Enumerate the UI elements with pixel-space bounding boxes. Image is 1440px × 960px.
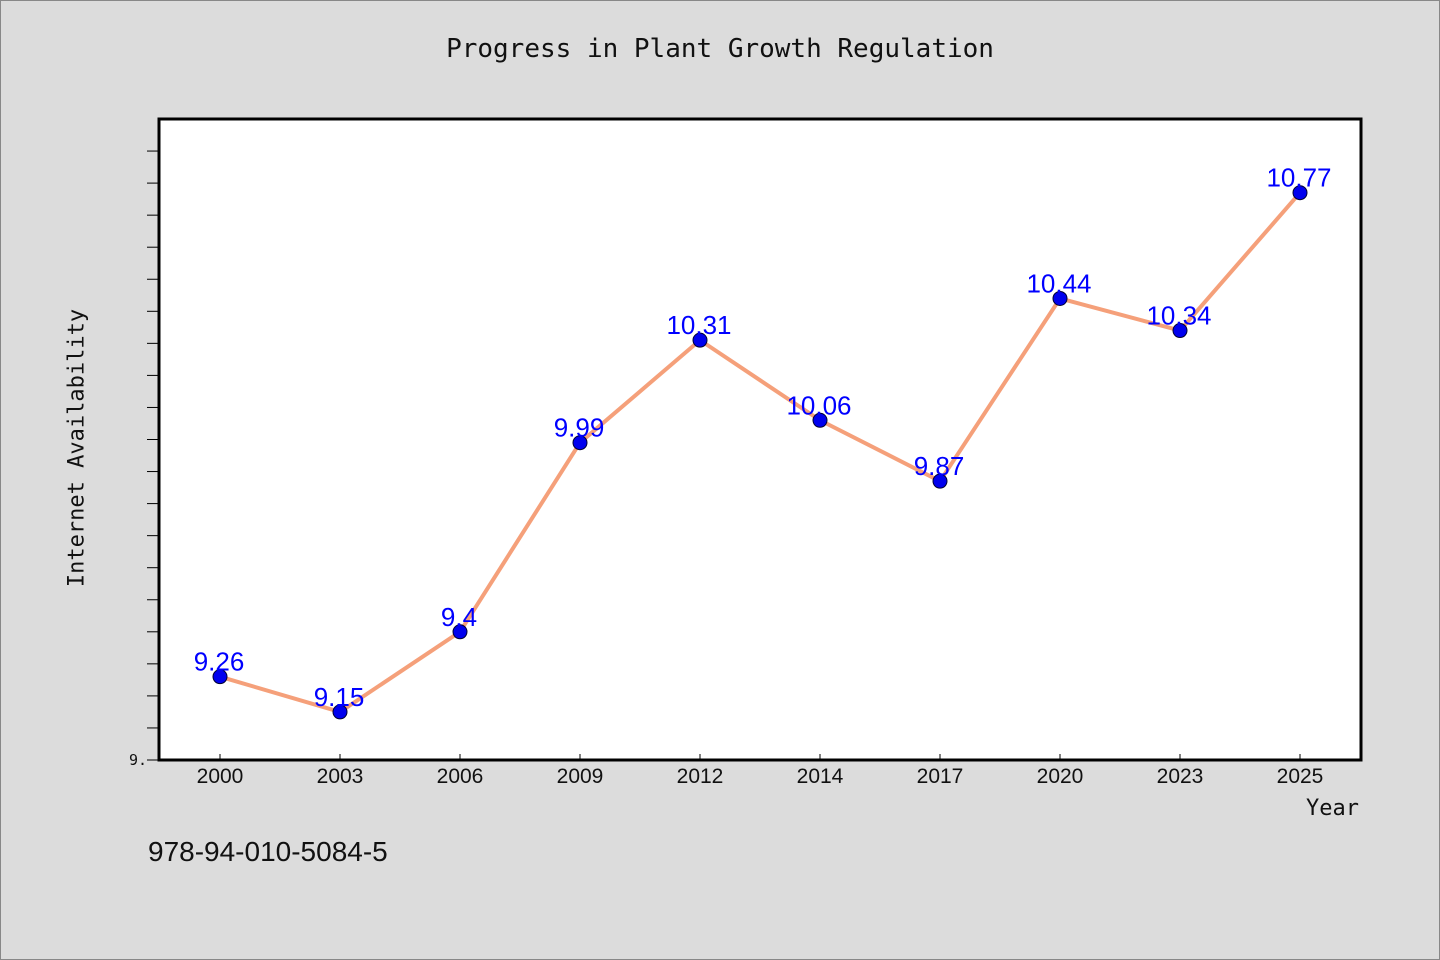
isbn-footnote: 978-94-010-5084-5 bbox=[148, 836, 388, 867]
x-tick-label: 2025 bbox=[1277, 765, 1324, 788]
data-point bbox=[212, 669, 228, 685]
data-point bbox=[572, 435, 588, 451]
x-tick-label: 2014 bbox=[797, 765, 844, 788]
data-label: 9.99 bbox=[554, 413, 605, 443]
data-label: 10.31 bbox=[666, 310, 731, 340]
x-tick-label: 2023 bbox=[1157, 765, 1204, 788]
data-point bbox=[692, 332, 708, 348]
data-point bbox=[812, 412, 828, 428]
data-point bbox=[332, 704, 348, 720]
data-label: 9.4 bbox=[441, 602, 477, 632]
x-tick-label: 2012 bbox=[677, 765, 724, 788]
x-tick-label: 2006 bbox=[437, 765, 484, 788]
data-label: 10.77 bbox=[1266, 163, 1331, 193]
x-tick-label: 2009 bbox=[557, 765, 604, 788]
data-label: 10.06 bbox=[786, 390, 851, 420]
x-tick-label: 2017 bbox=[917, 765, 964, 788]
data-point bbox=[452, 624, 468, 640]
x-tick-label: 2020 bbox=[1037, 765, 1084, 788]
series-line bbox=[219, 191, 1302, 714]
data-point bbox=[932, 473, 948, 489]
data-point bbox=[1172, 323, 1188, 339]
chart-title: Progress in Plant Growth Regulation bbox=[446, 34, 994, 64]
plot-area bbox=[157, 117, 1363, 762]
data-point bbox=[1052, 290, 1068, 306]
data-label: 9.15 bbox=[314, 682, 365, 712]
y-tick-label: 9. bbox=[129, 751, 147, 769]
data-label: 10.44 bbox=[1026, 268, 1091, 298]
x-axis-label: Year bbox=[1306, 796, 1359, 821]
x-tick-label: 2000 bbox=[197, 765, 244, 788]
x-tick-label: 2003 bbox=[317, 765, 364, 788]
data-label: 10.34 bbox=[1146, 301, 1211, 331]
data-point bbox=[1292, 185, 1308, 201]
data-label: 9.87 bbox=[914, 451, 965, 481]
data-label: 9.26 bbox=[194, 647, 245, 677]
